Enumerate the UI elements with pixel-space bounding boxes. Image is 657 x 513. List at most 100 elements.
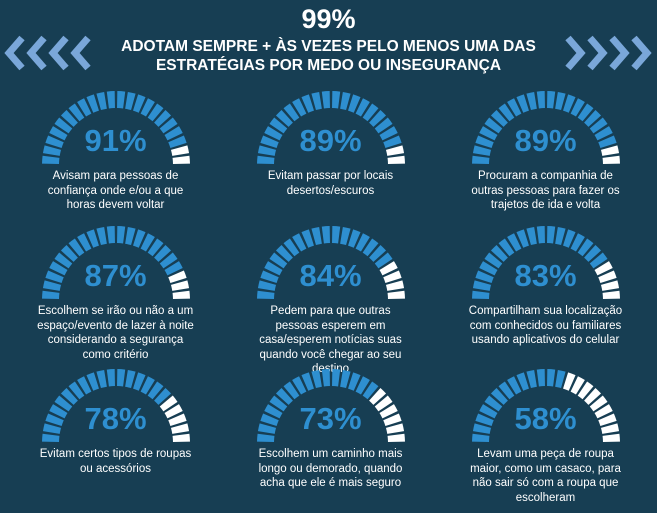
gauge-label: Escolhem se irão ou não a um espaço/even… [37, 305, 194, 361]
gauge-segment-filled [153, 109, 171, 127]
gauge-segment-empty [172, 290, 190, 299]
gauge-segment-empty [387, 290, 405, 299]
gauge-segment-filled [321, 226, 330, 244]
gauge-segment-filled [483, 395, 502, 412]
gauge-segment-filled [263, 261, 282, 276]
gauge-segment-filled [347, 372, 361, 391]
gauge-segment-filled [506, 233, 521, 252]
gauge-segment-empty [379, 404, 398, 419]
gauge-segment-filled [490, 387, 508, 405]
gauge-segment-filled [132, 229, 146, 248]
gauge-segment-filled [339, 369, 351, 389]
chevrons-right-icon [565, 35, 652, 71]
gauge-percentage: 87% [84, 258, 147, 293]
gauge-segment-filled [275, 109, 293, 127]
gauge-segment-filled [515, 94, 529, 113]
gauge-segment-empty [382, 413, 402, 426]
gauge-segment-filled [570, 233, 585, 252]
gauge-segment-filled [382, 135, 402, 148]
gauge-segment-empty [385, 145, 404, 156]
gauge-percentage: 89% [514, 123, 577, 158]
gauge-segment-filled [53, 395, 72, 412]
gauge-segment-filled [362, 103, 378, 122]
gauge-segment-empty [602, 155, 620, 164]
gauge-segment-empty [589, 395, 608, 412]
gauge-segment-empty [382, 270, 402, 283]
gauge-segment-filled [164, 126, 183, 141]
gauge-segment-filled [116, 369, 125, 387]
gauge-segment-filled [562, 229, 576, 248]
gauge-segment-filled [362, 238, 378, 257]
gauge-segment-filled [483, 252, 502, 269]
gauge-segment-empty [170, 423, 189, 434]
gauge-segment-empty [172, 433, 190, 442]
gauge-segment-filled [41, 433, 59, 442]
gauge-segment-filled [116, 226, 125, 244]
gauge-label: Pedem para que outras pessoas esperem em… [259, 305, 402, 375]
gauge-percentage: 78% [84, 401, 147, 436]
gauge-segment-empty [164, 404, 183, 419]
gauge-segment-filled [597, 135, 617, 148]
gauge-segment-filled [379, 126, 398, 141]
gauge-segment-filled [536, 369, 545, 387]
gauge-segment-filled [147, 103, 163, 122]
gauge-card: 73% Escolhem um caminho mais longo ou dem… [223, 368, 438, 491]
gauge-segment-filled [291, 376, 306, 395]
gauge-segment-filled [594, 126, 613, 141]
gauge-segment-filled [76, 233, 91, 252]
gauge-segment-filled [159, 252, 178, 269]
gauge-segment-filled [44, 413, 64, 426]
gauge-segment-filled [310, 369, 322, 389]
gauge-segment-filled [68, 103, 84, 122]
gauge-segment-filled [525, 91, 537, 111]
gauge-segment-filled [42, 423, 61, 434]
gauge-card: 91% Avisam para pessoas de confiança onde… [8, 90, 223, 213]
gauge-card: 89% Evitam passar por locais desertos/esc… [223, 90, 438, 198]
gauge [471, 91, 620, 164]
gauge-segment-filled [268, 252, 287, 269]
gauge-segment-filled [554, 91, 566, 111]
gauge-card: 84% Pedem para que outras pessoas esperem… [223, 225, 438, 377]
gauge-percentage: 73% [299, 401, 362, 436]
gauge-segment-filled [589, 252, 608, 269]
gauge-segment-filled [570, 98, 585, 117]
gauge-segment-empty [379, 261, 398, 276]
gauge-segment-empty [170, 280, 189, 291]
gauge-segment-filled [53, 117, 72, 134]
gauge-segment-filled [478, 261, 497, 276]
gauge-segment-empty [602, 290, 620, 299]
gauge-segment-filled [153, 387, 171, 405]
gauge-segment-filled [554, 226, 566, 246]
gauge-segment-empty [562, 372, 576, 391]
gauge-segment-filled [515, 229, 529, 248]
gauge-segment-filled [106, 226, 115, 244]
gauge-percentage: 91% [84, 123, 147, 158]
gauge-segment-filled [76, 98, 91, 117]
gauge [471, 226, 620, 299]
gauge-segment-filled [471, 290, 489, 299]
gauge-segment-empty [385, 423, 404, 434]
gauge-segment-filled [85, 94, 99, 113]
gauge-segment-filled [583, 244, 601, 262]
gauge-segment-filled [546, 91, 555, 109]
gauge-segment-filled [339, 226, 351, 246]
gauge-segment-filled [42, 280, 61, 291]
gauge-segment-filled [471, 433, 489, 442]
gauge-segment-filled [478, 404, 497, 419]
gauge-segment-filled [546, 369, 555, 387]
gauge-segment-filled [506, 376, 521, 395]
gauge-percentage: 58% [514, 401, 577, 436]
gauge-segment-filled [471, 155, 489, 164]
gauge-segment-empty [577, 381, 593, 400]
gauge-segment-filled [355, 376, 370, 395]
gauge-segment-filled [44, 135, 64, 148]
gauge-segment-filled [374, 117, 393, 134]
gauge-segment-filled [546, 226, 555, 244]
gauge-segment-empty [387, 433, 405, 442]
gauge-segment-filled [368, 244, 386, 262]
gauge-segment-filled [263, 126, 282, 141]
gauge-segment-filled [291, 98, 306, 117]
gauge-segment-filled [474, 135, 494, 148]
gauge-segment-empty [387, 155, 405, 164]
chevrons-left-icon [4, 35, 91, 71]
